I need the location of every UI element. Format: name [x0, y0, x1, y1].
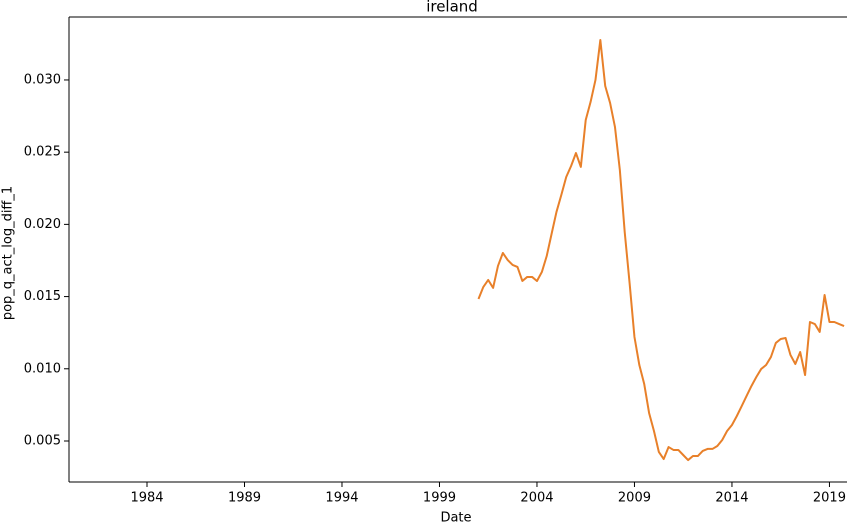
y-tick-label: 0.015 — [24, 289, 61, 304]
x-tick-label: 1999 — [423, 491, 456, 506]
y-tick-label: 0.030 — [24, 72, 61, 87]
x-tick-label: 2019 — [813, 491, 846, 506]
y-tick-label: 0.005 — [24, 433, 61, 448]
x-tick-label: 1989 — [228, 491, 261, 506]
x-tick-label: 2009 — [618, 491, 651, 506]
y-tick-label: 0.010 — [24, 361, 61, 376]
y-axis-label: pop_q_act_log_diff_1 — [1, 186, 16, 320]
x-tick-label: 2004 — [520, 491, 553, 506]
y-tick-label: 0.025 — [24, 145, 61, 160]
x-axis-label: Date — [440, 511, 471, 525]
data-line — [477, 38, 845, 462]
x-tick-label: 2014 — [715, 491, 748, 506]
y-tick-label: 0.020 — [24, 217, 61, 232]
x-tick-label: 1994 — [325, 491, 358, 506]
x-tick-label: 1984 — [130, 491, 163, 506]
chart-title: ireland — [426, 0, 478, 16]
